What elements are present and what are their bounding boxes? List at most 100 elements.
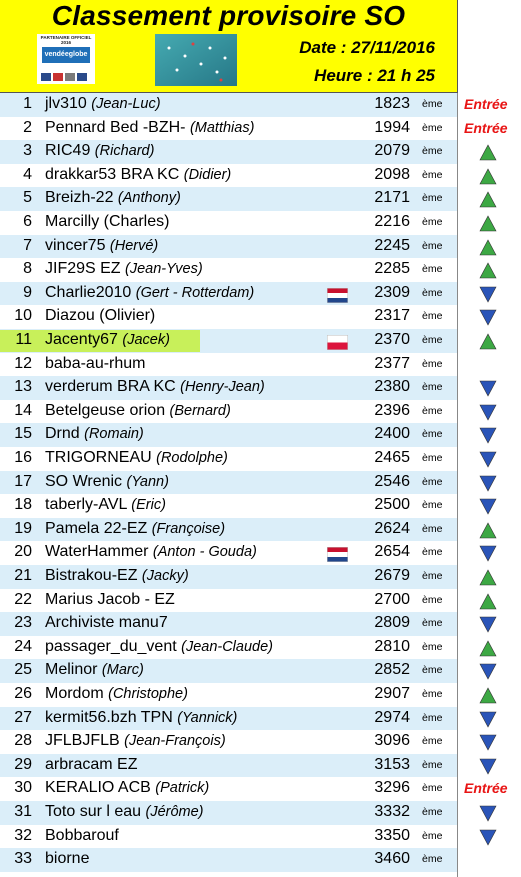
rank-suffix: ème: [422, 475, 443, 488]
rank-suffix: ème: [422, 593, 443, 606]
down-triangle-icon: [479, 451, 497, 468]
username: taberly-AVL: [45, 496, 132, 514]
real-name: (Yann): [126, 473, 169, 490]
rank-suffix: ème: [422, 381, 443, 394]
username: baba-au-rhum: [45, 354, 146, 372]
real-name: (Gert - Rotterdam): [135, 284, 255, 301]
username: SO Wrenic: [45, 472, 127, 490]
rank-number: 19: [14, 519, 32, 537]
netherlands-flag-icon: [327, 547, 348, 563]
player-name: arbracam EZ: [45, 756, 137, 774]
username: Breizh-22: [45, 189, 118, 207]
score-value: 2907: [374, 685, 410, 702]
up-triangle-icon: [479, 569, 497, 586]
player-name: JIF29S EZ (Jean-Yves): [45, 260, 203, 278]
row-highlight: [0, 330, 200, 352]
rank-suffix: ème: [422, 239, 443, 252]
rank-number: 28: [14, 732, 32, 750]
username: Melinor: [45, 661, 102, 679]
real-name: (Jean-Claude): [181, 638, 273, 655]
table-row: 33 biorne 3460 ème: [0, 848, 521, 872]
player-name: Archiviste manu7: [45, 614, 168, 632]
down-triangle-icon: [479, 475, 497, 492]
player-name: taberly-AVL (Eric): [45, 496, 166, 514]
row-background: [0, 824, 457, 849]
up-triangle-icon: [479, 215, 497, 232]
score-value: 2700: [374, 590, 410, 608]
username: kermit56.bzh TPN: [45, 708, 178, 726]
date-label: Date : 27/11/2016: [299, 38, 435, 57]
up-triangle-icon: [479, 191, 497, 208]
real-name: (Jérôme): [145, 804, 204, 820]
rank-suffix: ème: [422, 121, 443, 134]
rank-number: 12: [14, 354, 32, 372]
player-name: Pennard Bed -BZH- (Matthias): [45, 119, 254, 137]
username: Bobbarouf: [45, 826, 119, 844]
down-triangle-icon: [479, 404, 497, 421]
real-name: (Richard): [94, 143, 155, 160]
player-name: passager_du_vent (Jean-Claude): [45, 638, 273, 656]
table-row: 14 Betelgeuse orion (Bernard) 2396 ème: [0, 399, 521, 424]
table-row: 13 verderum BRA KC (Henry-Jean) 2380 ème: [0, 376, 521, 400]
table-row: 19 Pamela 22-EZ (Françoise) 2624 ème: [0, 517, 521, 542]
username: drakkar53 BRA KC: [45, 165, 184, 183]
real-name: (Marc): [101, 662, 144, 679]
score-value: 2370: [374, 331, 410, 348]
real-name: (Hervé): [109, 237, 159, 254]
rank-suffix: ème: [422, 782, 443, 795]
rank-suffix: ème: [422, 404, 443, 417]
rank-suffix: ème: [422, 570, 443, 582]
table-row: 32 Bobbarouf 3350 ème: [0, 824, 521, 849]
username: KERALIO ACB: [45, 779, 156, 797]
rank-suffix: ème: [422, 263, 443, 276]
rank-number: 6: [23, 213, 32, 230]
up-triangle-icon: [479, 640, 497, 657]
rank-number: 29: [14, 755, 32, 773]
table-row: 24 passager_du_vent (Jean-Claude) 2810 ème: [0, 635, 521, 660]
score-value: 2285: [374, 260, 410, 278]
table-row: 16 TRIGORNEAU (Rodolphe) 2465 ème: [0, 447, 521, 471]
rank-number: 26: [14, 685, 32, 702]
score-value: 2546: [374, 472, 410, 490]
score-value: 2317: [374, 307, 410, 325]
logo-wordmark: vendéeglobe: [42, 47, 90, 63]
table-row: 28 JFLBJFLB (Jean-François) 3096 ème: [0, 730, 521, 754]
time-label: Heure : 21 h 25: [314, 66, 435, 85]
player-name: Marius Jacob - EZ: [45, 591, 175, 609]
rank-number: 4: [23, 165, 32, 183]
row-background: [0, 258, 457, 282]
table-row: 20 WaterHammer (Anton - Gouda) 2654 ème: [0, 541, 521, 565]
username: TRIGORNEAU: [45, 449, 157, 466]
row-background: [0, 683, 457, 707]
username: Bistrakou-EZ: [45, 567, 142, 584]
real-name: (Christophe): [108, 686, 188, 702]
row-background: [0, 399, 457, 424]
up-triangle-icon: [479, 262, 497, 279]
username: Archiviste manu7: [45, 614, 168, 632]
rank-number: 33: [14, 850, 32, 868]
rank-suffix: ème: [422, 286, 443, 299]
table-row: 21 Bistrakou-EZ (Jacky) 2679 ème: [0, 565, 521, 589]
rank-number: 21: [14, 567, 32, 584]
down-triangle-icon: [479, 758, 497, 775]
down-triangle-icon: [479, 498, 497, 515]
table-row: 18 taberly-AVL (Eric) 2500 ème: [0, 494, 521, 518]
rank-number: 24: [14, 637, 32, 655]
row-background: [0, 706, 457, 731]
row-background: [0, 777, 457, 801]
score-value: 2245: [374, 236, 410, 254]
up-triangle-icon: [479, 522, 497, 539]
table-row: 22 Marius Jacob - EZ 2700 ème: [0, 588, 521, 613]
row-background: [0, 470, 457, 495]
entree-label: Entrée: [464, 119, 508, 136]
netherlands-flag-icon: [327, 287, 348, 303]
table-row: 10 Diazou (Olivier) 2317 ème: [0, 305, 521, 329]
username: verderum BRA KC: [45, 378, 181, 396]
row-background: [0, 635, 457, 660]
down-triangle-icon: [479, 546, 497, 563]
rank-suffix: ème: [422, 640, 443, 653]
rank-number: 15: [14, 425, 32, 443]
rank-number: 31: [14, 803, 32, 820]
score-value: 2216: [374, 213, 410, 230]
player-name: Marcilly (Charles): [45, 213, 169, 231]
